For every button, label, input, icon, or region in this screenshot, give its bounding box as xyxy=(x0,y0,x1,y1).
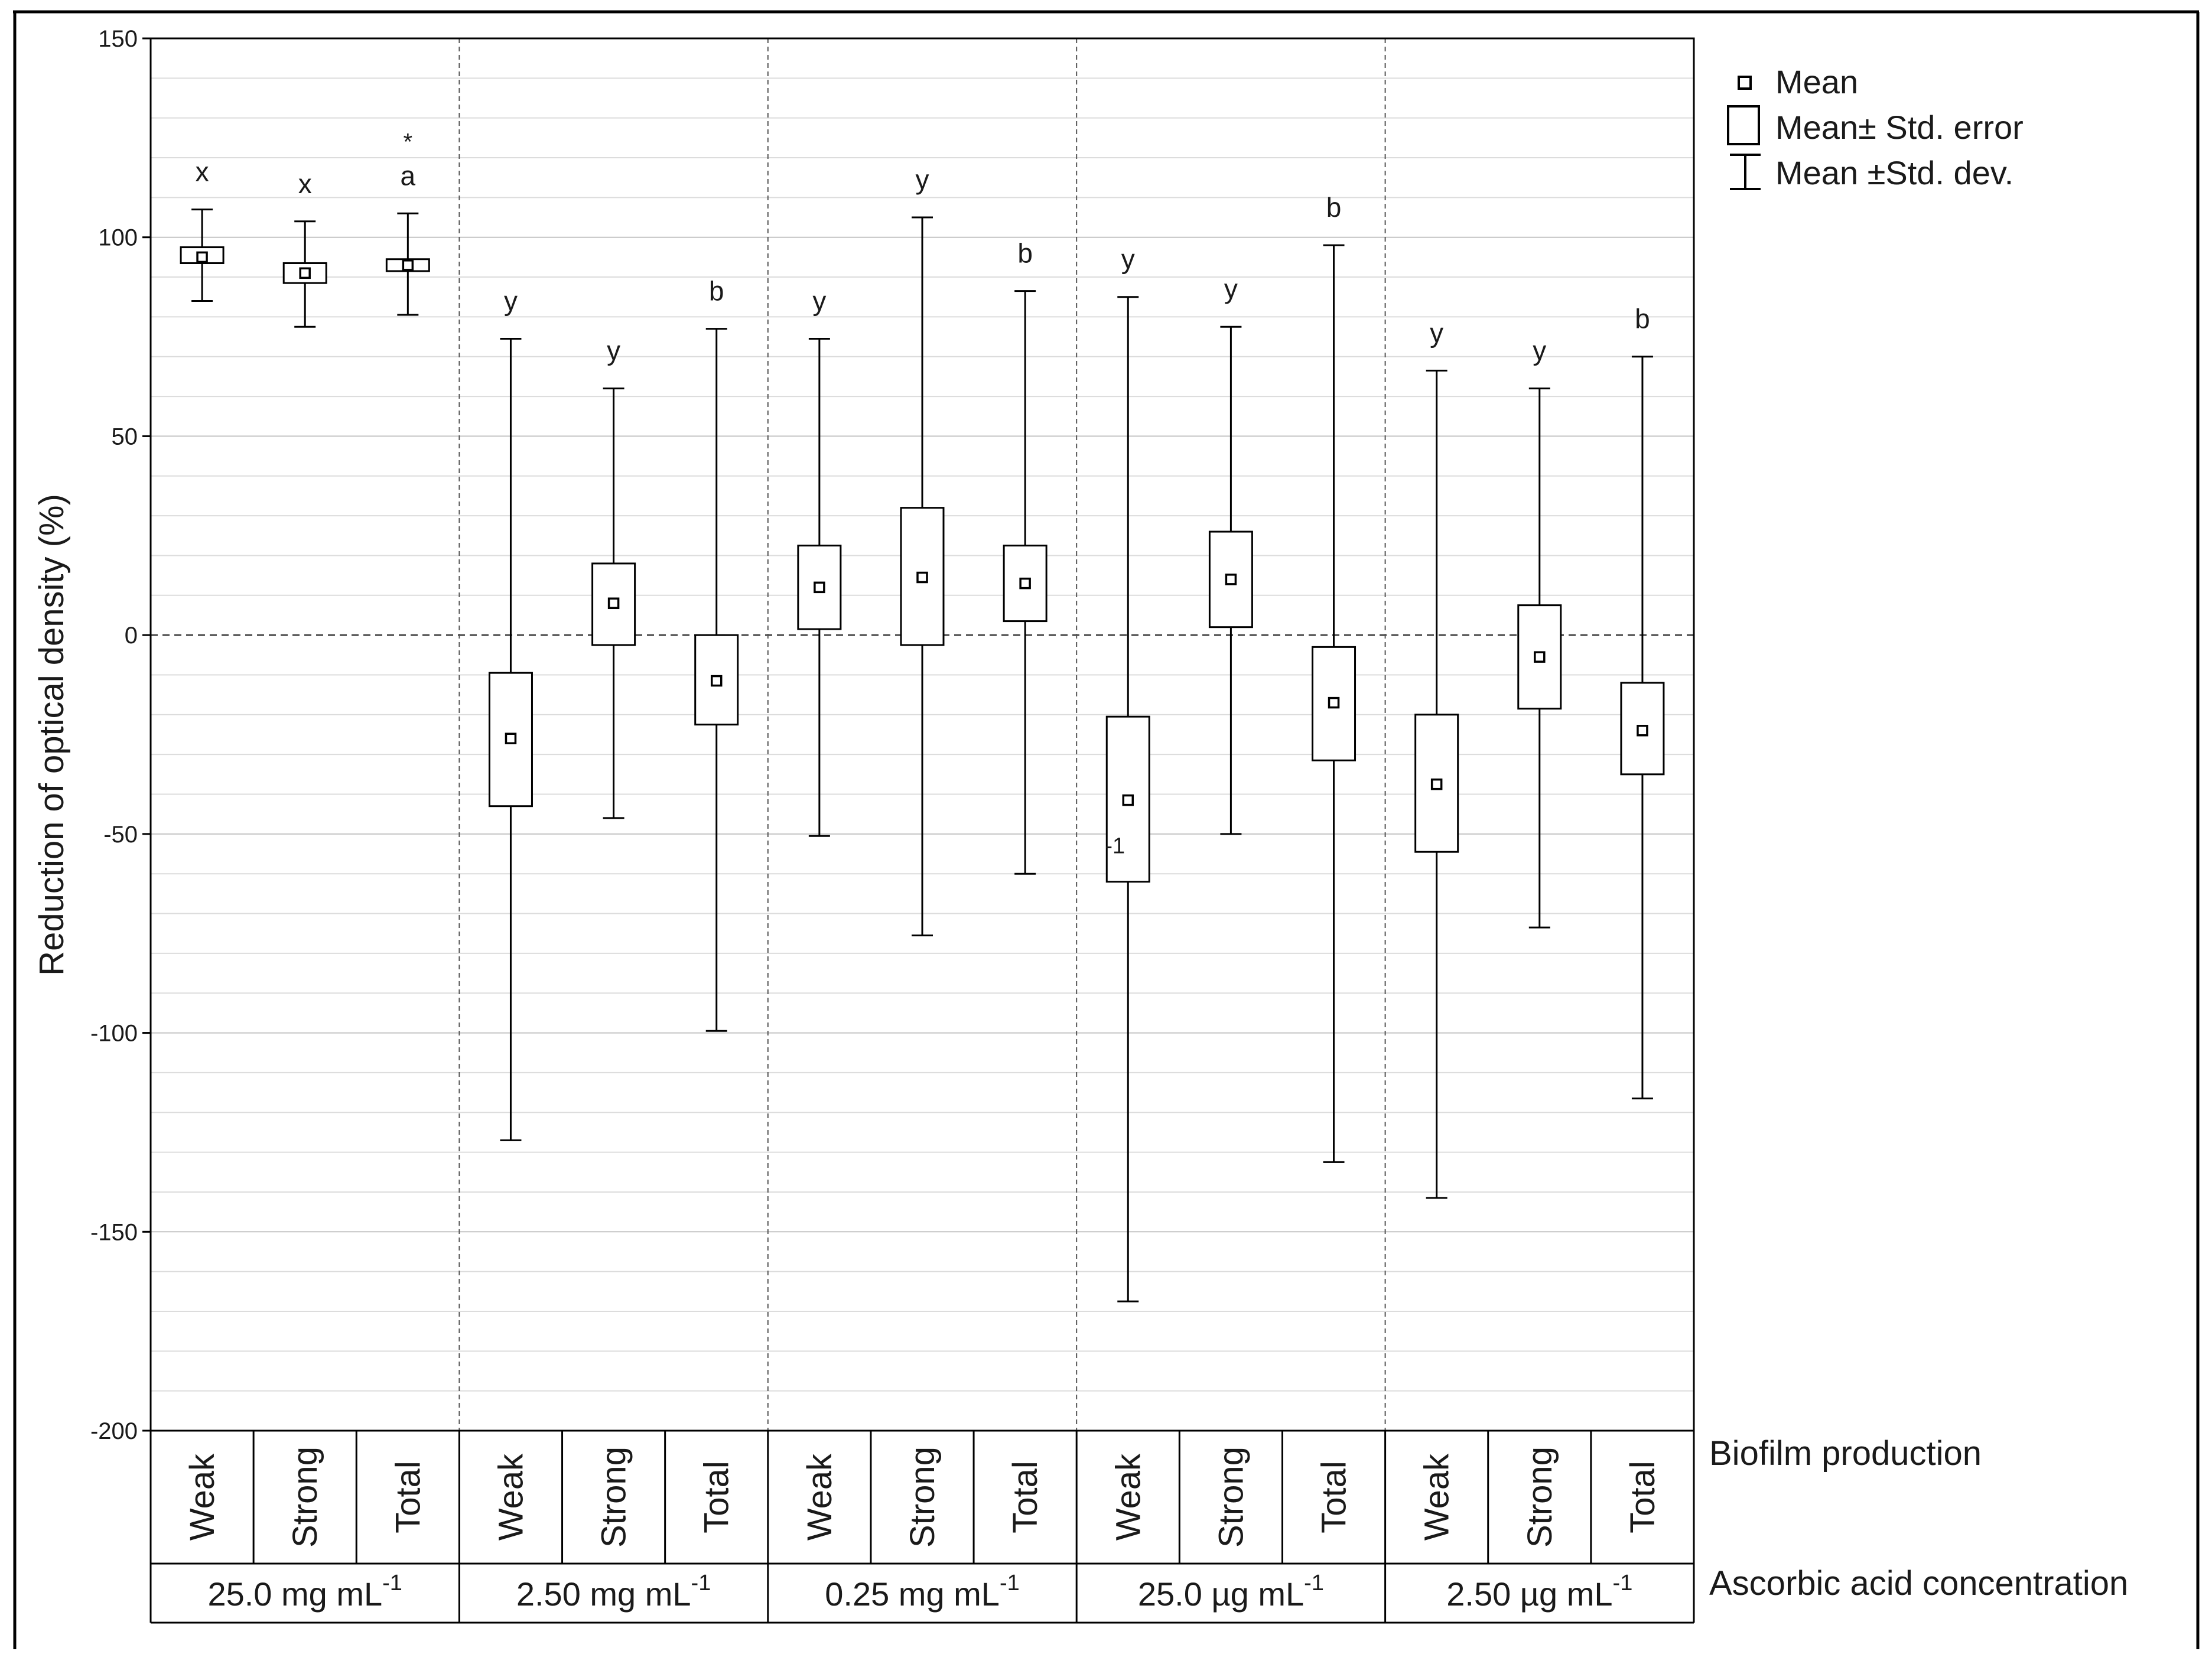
biofilm-category-label: Strong xyxy=(1212,1447,1250,1548)
group-separators xyxy=(458,38,1386,1431)
box-series: -1 xyxy=(180,209,1665,1302)
legend-se-label: Mean± Std. error xyxy=(1775,109,2024,146)
mean-marker xyxy=(607,597,620,610)
mean-marker xyxy=(299,267,311,279)
legend-mean-label: Mean xyxy=(1775,63,1858,100)
point-annotation: -1 xyxy=(1105,834,1125,859)
significance-letter: y xyxy=(916,164,929,195)
mean-marker xyxy=(916,571,928,584)
legend-mean-marker xyxy=(1738,76,1752,90)
biofilm-category-label: Weak xyxy=(183,1453,222,1541)
significance-letter: y xyxy=(1224,273,1238,304)
biofilm-category-label: Strong xyxy=(286,1447,324,1548)
biofilm-category-label: Total xyxy=(1315,1461,1354,1533)
mean-marker xyxy=(1019,577,1031,590)
mean-marker xyxy=(1328,696,1340,709)
y-tick-label: 150 xyxy=(98,26,138,52)
se-box xyxy=(282,262,327,284)
significance-letter: y xyxy=(1533,336,1546,366)
biofilm-category-label: Weak xyxy=(492,1453,530,1541)
y-tick-label: -150 xyxy=(90,1219,138,1245)
concentration-label: 0.25 mg mL-1 xyxy=(825,1571,1020,1613)
biofilm-category-label: Strong xyxy=(1521,1447,1559,1548)
significance-letter: b xyxy=(1326,192,1342,223)
legend-sd-whisker xyxy=(1730,154,1761,190)
significance-letter: x xyxy=(196,157,209,187)
mean-marker xyxy=(1637,725,1648,737)
mean-marker xyxy=(814,581,825,594)
legend: Mean Mean± Std. error Mean ±Std. dev. xyxy=(1727,63,2024,191)
y-tick-label: 100 xyxy=(98,225,138,251)
y-tick-label: 50 xyxy=(112,424,138,450)
biofilm-category-label: Total xyxy=(389,1461,427,1533)
significance-letter: b xyxy=(1017,238,1033,269)
mean-marker xyxy=(1430,778,1443,790)
concentration-label: 25.0 µg mL-1 xyxy=(1138,1571,1324,1613)
mean-marker xyxy=(402,259,414,271)
significance-letter: y xyxy=(812,285,826,316)
y-tick-label: -50 xyxy=(103,822,138,848)
biofilm-category-label: Total xyxy=(698,1461,736,1533)
significance-letter: y xyxy=(1430,317,1443,348)
mean-marker xyxy=(1225,574,1237,585)
significance-letter: y xyxy=(1121,244,1135,275)
significance-letter: a xyxy=(401,160,416,191)
concentration-label: 2.50 mg mL-1 xyxy=(516,1571,711,1613)
biofilm-category-label: Total xyxy=(1006,1461,1045,1533)
concentration-label: 2.50 µg mL-1 xyxy=(1446,1571,1632,1613)
mean-marker xyxy=(1534,651,1546,663)
se-box xyxy=(1208,530,1253,629)
mean-marker xyxy=(196,251,208,263)
plot-area-frame xyxy=(149,37,1695,1432)
y-tick-label: -200 xyxy=(90,1418,138,1444)
biofilm-category-label: Strong xyxy=(595,1447,633,1548)
y-axis-label: Reduction of optical density (%) xyxy=(32,494,71,976)
y-axis-ticks: 150 100 50 0 -50 -100 -150 -200 xyxy=(90,26,151,1444)
mean-marker xyxy=(505,732,517,744)
mean-marker xyxy=(710,675,723,687)
biofilm-row-label: Biofilm production xyxy=(1709,1434,1982,1473)
biofilm-category-label: Strong xyxy=(903,1447,942,1548)
concentration-label: 25.0 mg mL-1 xyxy=(207,1571,402,1613)
significance-star: * xyxy=(404,129,413,155)
biofilm-category-label: Weak xyxy=(801,1453,839,1541)
significance-letter: y xyxy=(607,336,620,366)
y-tick-label: 0 xyxy=(125,623,138,649)
biofilm-category-label: Total xyxy=(1624,1461,1662,1533)
mean-marker xyxy=(1122,794,1134,806)
significance-letter: b xyxy=(709,276,724,307)
significance-letter: y xyxy=(504,285,518,316)
biofilm-category-label: Weak xyxy=(1109,1453,1147,1541)
se-box xyxy=(1003,545,1048,623)
significance-letter: x xyxy=(298,168,312,199)
significance-letters: x x a * y y b y y b y y b y y b xyxy=(196,129,1650,366)
legend-sd-label: Mean ±Std. dev. xyxy=(1775,154,2013,191)
significance-letter: b xyxy=(1635,304,1650,334)
category-table: Weak Strong Total 25.0 mg mL-1 Weak Strong Tot… xyxy=(149,1431,1695,1624)
y-tick-label: -100 xyxy=(90,1021,138,1047)
legend-se-box xyxy=(1727,105,1760,145)
biofilm-category-label: Weak xyxy=(1418,1453,1456,1541)
concentration-row-label: Ascorbic acid concentration xyxy=(1709,1564,2128,1603)
